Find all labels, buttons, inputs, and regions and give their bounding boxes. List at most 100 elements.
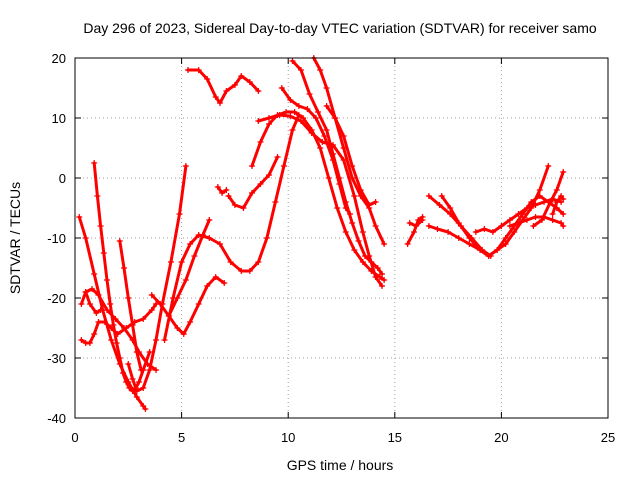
data-point (180, 331, 187, 337)
data-point (280, 163, 287, 169)
data-point (178, 259, 185, 265)
data-point (274, 154, 281, 160)
data-point (257, 181, 264, 187)
series-arc-5 (84, 290, 103, 315)
data-point (116, 355, 123, 361)
data-point (289, 127, 296, 133)
data-point (481, 226, 488, 232)
data-point (515, 211, 522, 217)
data-point (374, 265, 381, 271)
data-point (216, 100, 223, 106)
data-point (157, 301, 164, 307)
data-point (133, 349, 140, 355)
data-point (153, 337, 160, 343)
data-point (225, 193, 232, 199)
data-point (82, 235, 89, 241)
x-tick-label: 20 (494, 430, 508, 445)
data-point (541, 199, 548, 205)
data-point (357, 187, 364, 193)
data-point (227, 259, 234, 265)
data-point (287, 113, 294, 120)
data-point (174, 295, 181, 301)
data-point (187, 319, 194, 325)
data-point (494, 247, 501, 253)
data-point (187, 241, 194, 247)
data-point (489, 229, 496, 235)
data-point (530, 223, 537, 229)
data-point (195, 301, 202, 307)
data-point (212, 94, 219, 100)
data-point (372, 274, 379, 280)
data-point (161, 337, 168, 343)
data-point (317, 67, 324, 73)
data-point (523, 217, 530, 223)
data-point (89, 286, 96, 292)
data-point (103, 307, 110, 313)
series-arc-18 (312, 56, 386, 246)
data-point (560, 223, 567, 229)
data-point (206, 217, 213, 223)
data-point (528, 199, 535, 205)
data-point (204, 76, 211, 82)
data-point (93, 310, 100, 316)
data-point (231, 82, 238, 88)
y-axis-label: SDTVAR / TECUs (7, 182, 23, 294)
data-point (174, 325, 181, 331)
axis-ticks: 0 5 10 15 20 25 -40 -30 -20 -10 0 10 20 (47, 51, 615, 445)
data-point (191, 253, 198, 259)
data-point (199, 232, 206, 238)
data-point (91, 331, 98, 337)
data-point (359, 259, 366, 265)
data-point (366, 202, 373, 208)
data-point (146, 367, 153, 373)
data-point (287, 97, 294, 103)
grid (75, 58, 608, 418)
data-point (325, 175, 332, 181)
data-point (404, 241, 411, 247)
data-point (223, 88, 230, 94)
data-point (319, 139, 326, 145)
data-point (219, 190, 226, 196)
series-arc-1 (77, 215, 147, 411)
data-point (379, 283, 386, 289)
data-point (195, 67, 202, 73)
data-point (204, 283, 211, 289)
data-point (547, 199, 554, 205)
data-point (538, 217, 545, 223)
data-point (351, 247, 358, 253)
data-point (406, 220, 413, 226)
series-arc-7 (126, 164, 188, 393)
data-point (485, 253, 492, 259)
data-point (272, 199, 279, 205)
y-tick-label: -20 (47, 291, 66, 306)
data-point (560, 196, 567, 202)
series-arc-10 (167, 218, 211, 318)
data-point (184, 67, 191, 73)
data-point (266, 172, 273, 178)
data-point (502, 235, 509, 241)
data-point (121, 325, 128, 331)
data-point (549, 217, 556, 223)
data-point (438, 193, 445, 199)
data-point (107, 301, 114, 307)
data-point (116, 238, 123, 244)
data-point (506, 223, 513, 229)
series-arc-17 (291, 59, 384, 276)
data-point (246, 268, 253, 274)
data-point (425, 223, 432, 229)
data-marks (76, 55, 567, 412)
data-point (108, 337, 115, 343)
data-point (255, 259, 262, 265)
data-point (511, 229, 518, 235)
data-point (334, 205, 341, 211)
data-point (323, 103, 330, 109)
chart-title: Day 296 of 2023, Sidereal Day-to-day VTE… (83, 20, 596, 36)
data-point (472, 229, 479, 235)
data-point (410, 229, 417, 235)
data-point (340, 133, 347, 139)
data-point (103, 277, 110, 283)
data-point (372, 223, 379, 229)
data-point (153, 367, 160, 373)
data-point (94, 193, 101, 199)
data-point (372, 199, 379, 205)
